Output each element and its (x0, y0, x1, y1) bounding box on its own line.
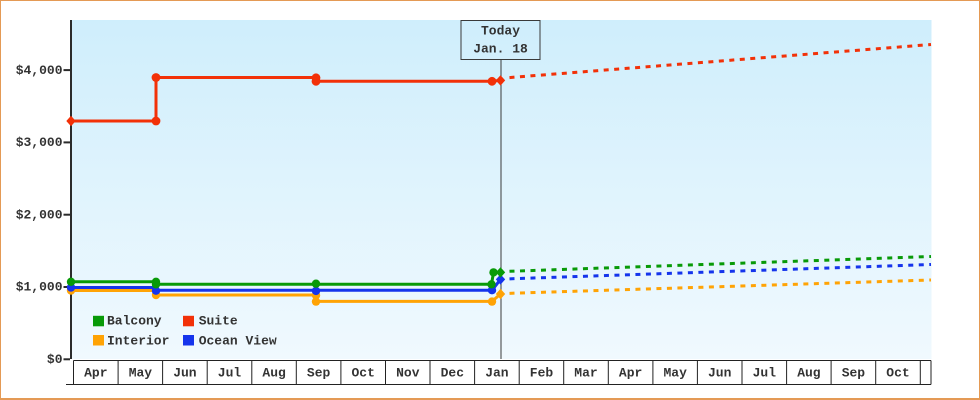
svg-text:Sep: Sep (307, 366, 331, 381)
svg-text:Jan. 18: Jan. 18 (473, 42, 528, 57)
svg-text:Oct: Oct (351, 366, 374, 381)
svg-text:Jan: Jan (485, 366, 509, 381)
svg-text:Jun: Jun (708, 366, 732, 381)
svg-text:Jun: Jun (173, 366, 197, 381)
svg-text:$0: $0 (47, 352, 63, 367)
svg-text:May: May (129, 366, 153, 381)
svg-text:Aug: Aug (797, 366, 821, 381)
svg-text:$2,000: $2,000 (16, 207, 63, 222)
svg-text:Apr: Apr (619, 366, 642, 381)
svg-text:Sep: Sep (842, 366, 866, 381)
svg-text:$4,000: $4,000 (16, 63, 63, 78)
svg-text:Jul: Jul (218, 366, 242, 381)
svg-text:Feb: Feb (530, 366, 554, 381)
svg-text:$3,000: $3,000 (16, 135, 63, 150)
svg-text:Today: Today (481, 24, 520, 39)
svg-text:Nov: Nov (396, 366, 420, 381)
svg-text:Ocean View: Ocean View (199, 334, 277, 349)
svg-text:Aug: Aug (262, 366, 286, 381)
svg-text:Suite: Suite (199, 314, 238, 329)
svg-text:Balcony: Balcony (107, 314, 162, 329)
svg-text:Interior: Interior (107, 334, 169, 349)
svg-text:Oct: Oct (886, 366, 909, 381)
svg-text:Jul: Jul (753, 366, 777, 381)
svg-text:Apr: Apr (84, 366, 107, 381)
svg-text:$1,000: $1,000 (16, 280, 63, 295)
svg-text:Mar: Mar (574, 366, 597, 381)
svg-text:May: May (663, 366, 687, 381)
svg-text:Dec: Dec (441, 366, 465, 381)
